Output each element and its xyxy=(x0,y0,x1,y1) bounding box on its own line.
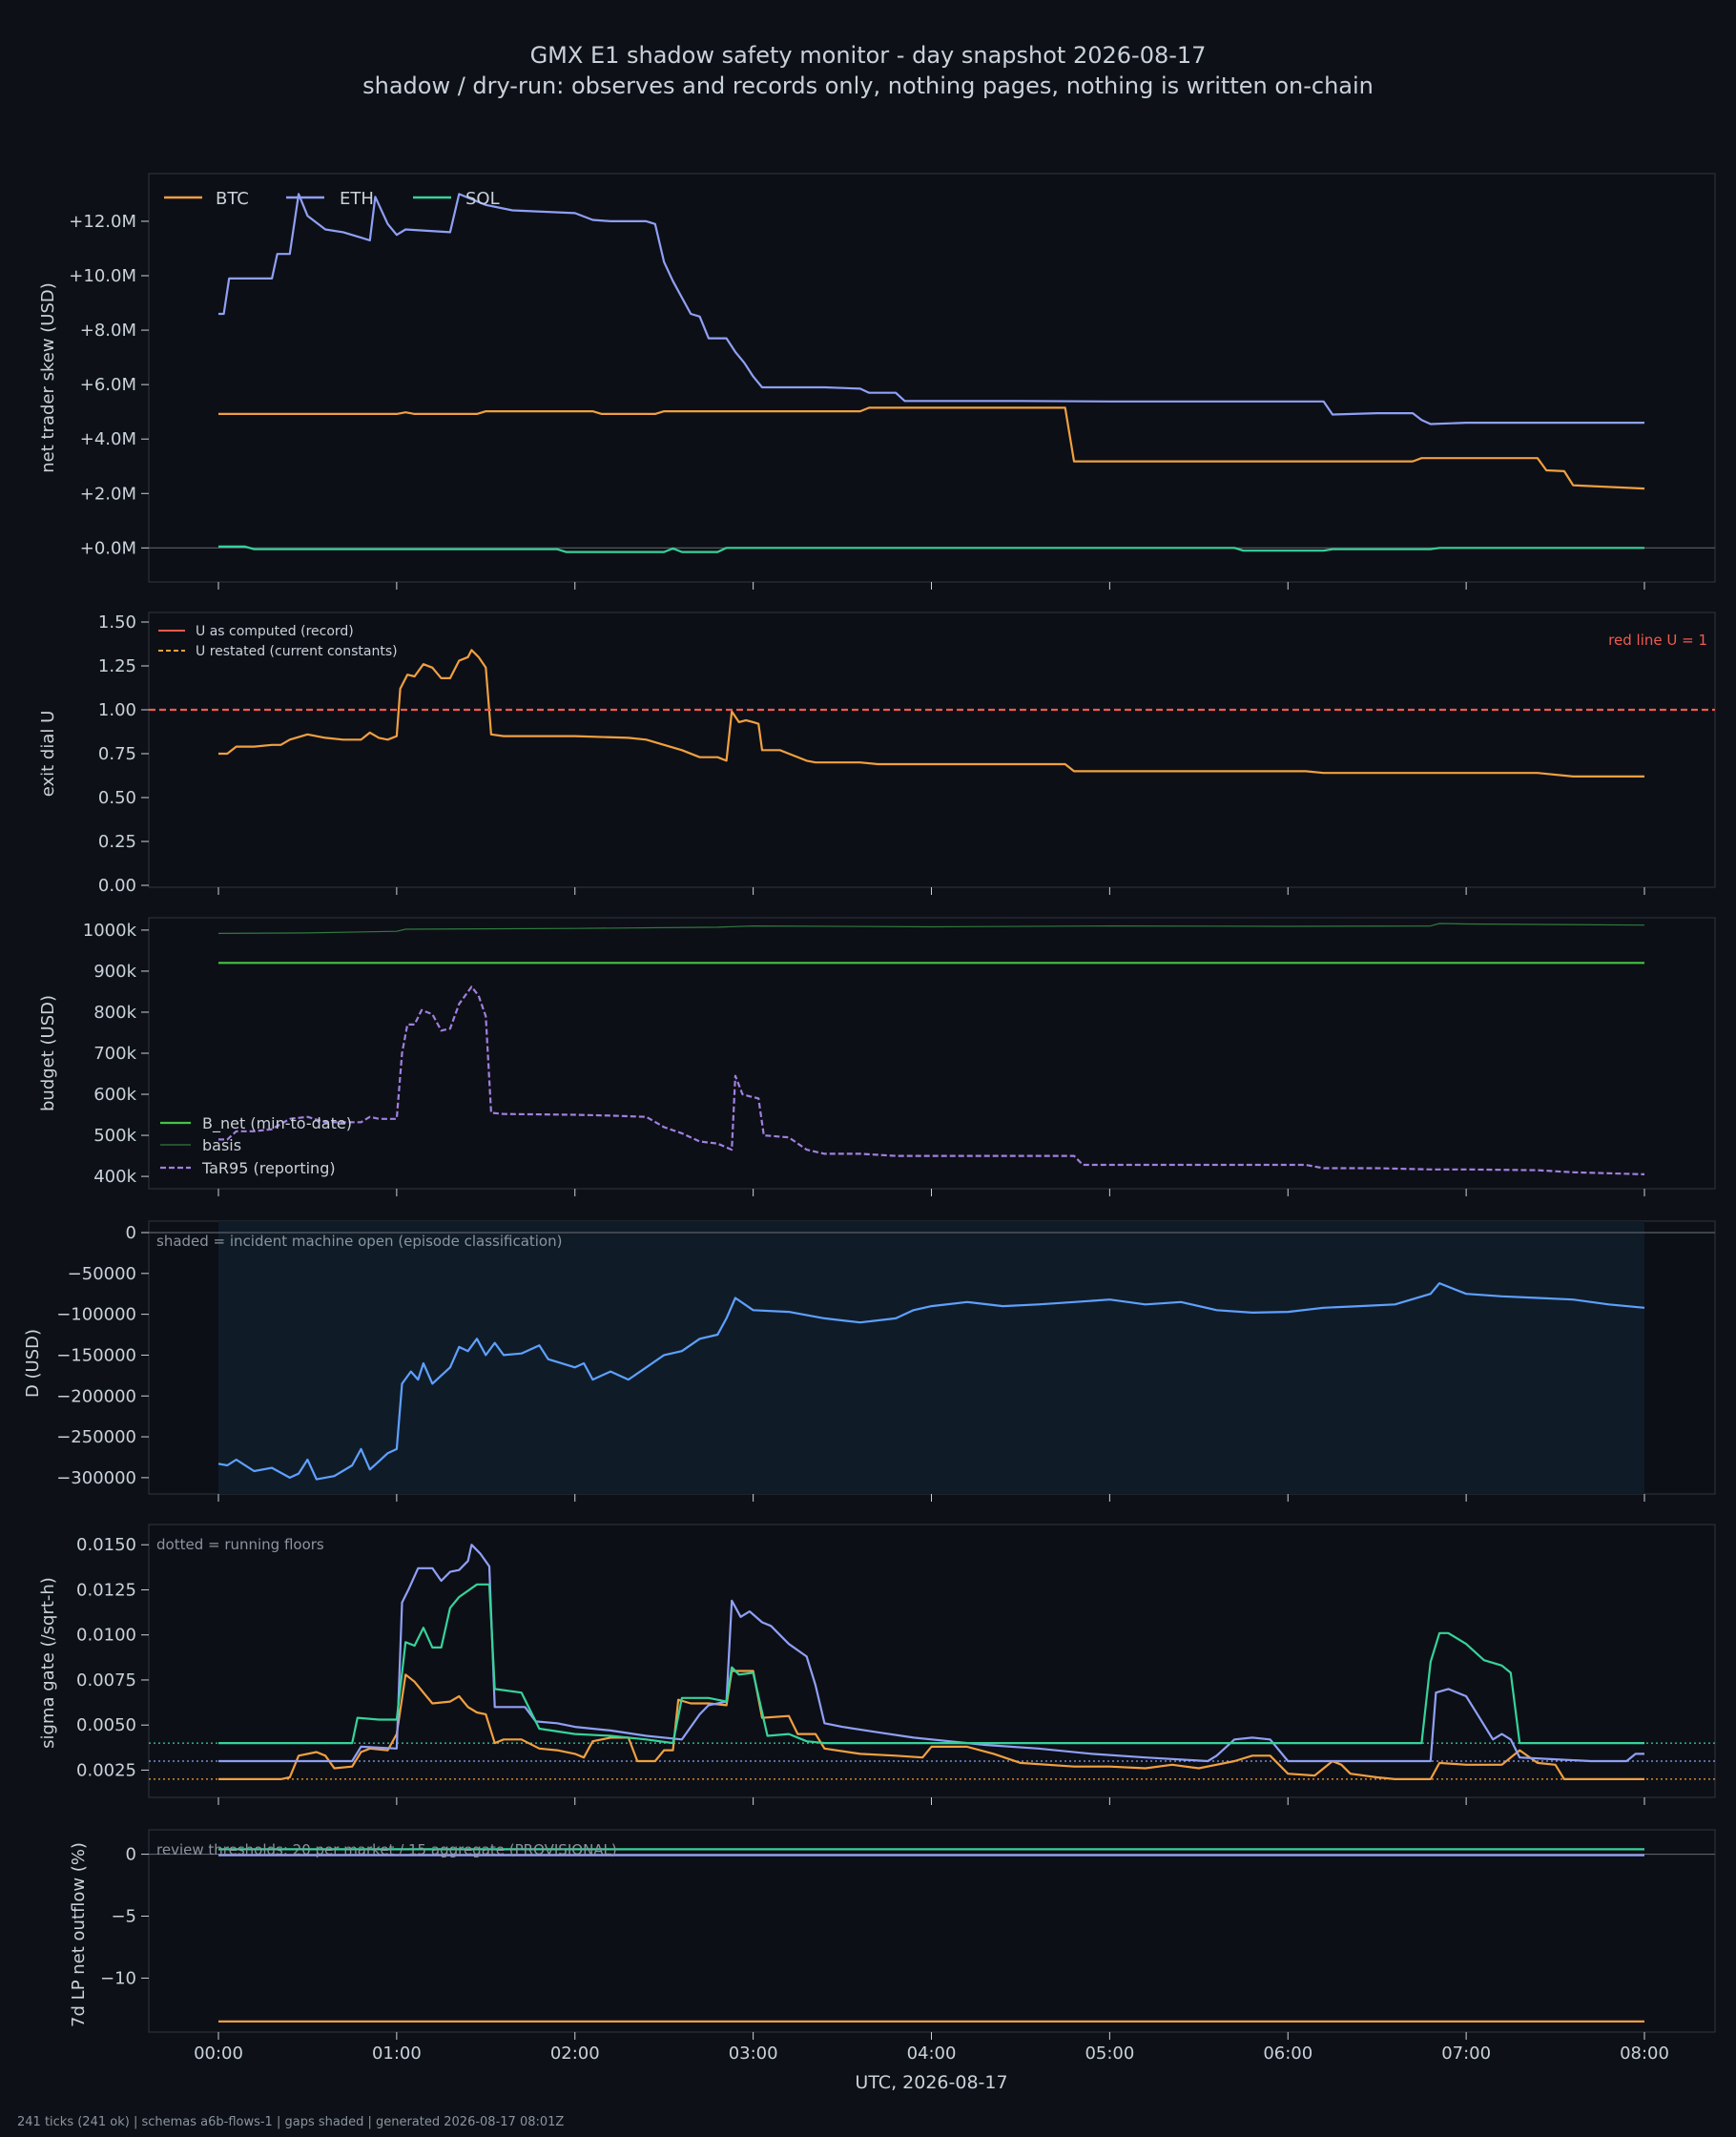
series-line-d xyxy=(217,1282,1645,1481)
y-tick-label: 0 xyxy=(126,1845,136,1865)
y-tick-label: +6.0M xyxy=(80,375,136,395)
y-tick-label: +0.0M xyxy=(80,538,136,558)
panel-annotation: review thresholds: 20 per market / 15 ag… xyxy=(156,1841,617,1858)
series-line-basis xyxy=(217,923,1645,934)
figure-title: GMX E1 shadow safety monitor - day snaps… xyxy=(530,42,1207,69)
x-tick-label: 03:00 xyxy=(729,2044,778,2064)
series-line-eth xyxy=(218,1544,1644,1763)
y-tick-label: −10 xyxy=(100,1968,136,1988)
y-tick-label: 500k xyxy=(93,1126,136,1146)
y-tick-label: 0 xyxy=(126,1223,136,1243)
y-tick-label: −150000 xyxy=(56,1345,136,1365)
y-axis-label: sigma gate (/sqrt-h) xyxy=(38,1577,58,1749)
legend-label-sol: SOL xyxy=(465,189,500,209)
y-axis-label: net trader skew (USD) xyxy=(38,282,58,473)
y-tick-label: 1.50 xyxy=(98,612,136,633)
y-tick-label: 0.0050 xyxy=(76,1715,136,1735)
y-tick-label: 0.00 xyxy=(98,876,136,896)
y-tick-label: 800k xyxy=(93,1003,136,1023)
panel-budget: 400k 500k 600k 700k 800k 900k 1000k budget (USD… xyxy=(38,917,1716,1196)
footer-status: 241 ticks (241 ok) | schemas a6b-flows-1… xyxy=(17,2115,564,2129)
panel-frame xyxy=(148,612,1716,888)
legend-label: basis xyxy=(202,1136,241,1154)
series-line-sol xyxy=(218,1583,1644,1745)
series-line-sol xyxy=(218,545,1644,553)
y-tick-label: 700k xyxy=(93,1044,136,1064)
x-tick-label: 06:00 xyxy=(1263,2044,1312,2064)
red-line-annotation: red line U = 1 xyxy=(1608,632,1707,649)
y-tick-label: 0.0025 xyxy=(76,1760,136,1780)
legend-label: TaR95 (reporting) xyxy=(201,1159,336,1177)
panel-frame xyxy=(148,1829,1716,2033)
y-tick-label: −100000 xyxy=(56,1305,136,1325)
y-tick-label: 1.25 xyxy=(98,656,136,676)
series-line-eth xyxy=(218,193,1644,425)
legend-label: U as computed (record) xyxy=(196,624,354,639)
y-tick-label: 600k xyxy=(93,1085,136,1105)
panels: +0.0M +2.0M +4.0M +6.0M +8.0M +10.0M +12.0M net… xyxy=(23,173,1716,2093)
y-tick-label: +4.0M xyxy=(80,429,136,449)
y-tick-label: 0.75 xyxy=(98,744,136,764)
y-axis-label: budget (USD) xyxy=(38,995,58,1111)
y-axis-label: exit dial U xyxy=(38,711,58,798)
x-tick-label: 08:00 xyxy=(1620,2044,1669,2064)
x-tick-label: 00:00 xyxy=(194,2044,243,2064)
y-tick-label: −50000 xyxy=(68,1264,136,1284)
figure-subtitle: shadow / dry-run: observes and records o… xyxy=(362,73,1374,99)
x-tick-label: 02:00 xyxy=(550,2044,600,2064)
series-line-btc xyxy=(218,406,1645,490)
panel-outflow: 0 −5 −10 7d LP net outflow (%) review thresh… xyxy=(69,1829,1716,2040)
legend-label-eth: ETH xyxy=(340,189,374,209)
y-tick-label: 0.0125 xyxy=(76,1580,136,1600)
x-tick-label: 05:00 xyxy=(1085,2044,1134,2064)
x-axis-label: UTC, 2026-08-17 xyxy=(855,2072,1007,2093)
y-tick-label: 0.0075 xyxy=(76,1670,136,1691)
panel-frame xyxy=(148,173,1716,583)
y-axis-label: D (USD) xyxy=(23,1329,43,1398)
panel-annotation: dotted = running floors xyxy=(156,1536,324,1553)
incident-shade xyxy=(218,1221,1644,1494)
y-tick-label: 900k xyxy=(93,962,136,982)
x-tick-label: 04:00 xyxy=(907,2044,957,2064)
legend-label: U restated (current constants) xyxy=(196,644,398,659)
panel-frame xyxy=(148,1524,1716,1798)
y-tick-label: +12.0M xyxy=(69,212,136,232)
panel-annotation: shaded = incident machine open (episode … xyxy=(156,1233,562,1250)
y-tick-label: +10.0M xyxy=(69,266,136,286)
y-tick-label: 0.25 xyxy=(98,832,136,852)
y-tick-label: 0.50 xyxy=(98,788,136,808)
y-tick-label: −200000 xyxy=(56,1386,136,1406)
legend-label-btc: BTC xyxy=(216,189,249,209)
y-tick-label: −250000 xyxy=(56,1427,136,1447)
y-tick-label: +8.0M xyxy=(80,321,136,341)
series-line-u-as-computed-record- xyxy=(218,649,1644,778)
y-tick-label: 1000k xyxy=(83,921,137,941)
panel-dial: 0.00 0.25 0.50 0.75 1.00 1.25 1.50 exit dial U r… xyxy=(38,612,1716,896)
y-tick-label: 0.0150 xyxy=(76,1535,136,1555)
x-tick-label: 07:00 xyxy=(1441,2044,1491,2064)
y-tick-label: 400k xyxy=(93,1167,136,1187)
y-tick-label: −5 xyxy=(111,1907,136,1927)
panel-sigma: 0.0025 0.0050 0.0075 0.0100 0.0125 0.0150 sigm… xyxy=(38,1524,1716,1805)
y-tick-label: +2.0M xyxy=(80,484,136,504)
y-tick-label: −300000 xyxy=(56,1468,136,1488)
legend-label: B_net (min-to-date) xyxy=(202,1114,352,1133)
y-tick-label: 1.00 xyxy=(98,700,136,720)
panel-frame xyxy=(148,917,1716,1190)
panel-skew: +0.0M +2.0M +4.0M +6.0M +8.0M +10.0M +12.0M net… xyxy=(38,173,1716,590)
y-axis-label: 7d LP net outflow (%) xyxy=(69,1842,89,2027)
panel-d: 0 −50000 −100000 −150000 −200000 −250000 −3000… xyxy=(23,1220,1716,1502)
y-tick-label: 0.0100 xyxy=(76,1626,136,1646)
x-tick-label: 01:00 xyxy=(372,2044,422,2064)
